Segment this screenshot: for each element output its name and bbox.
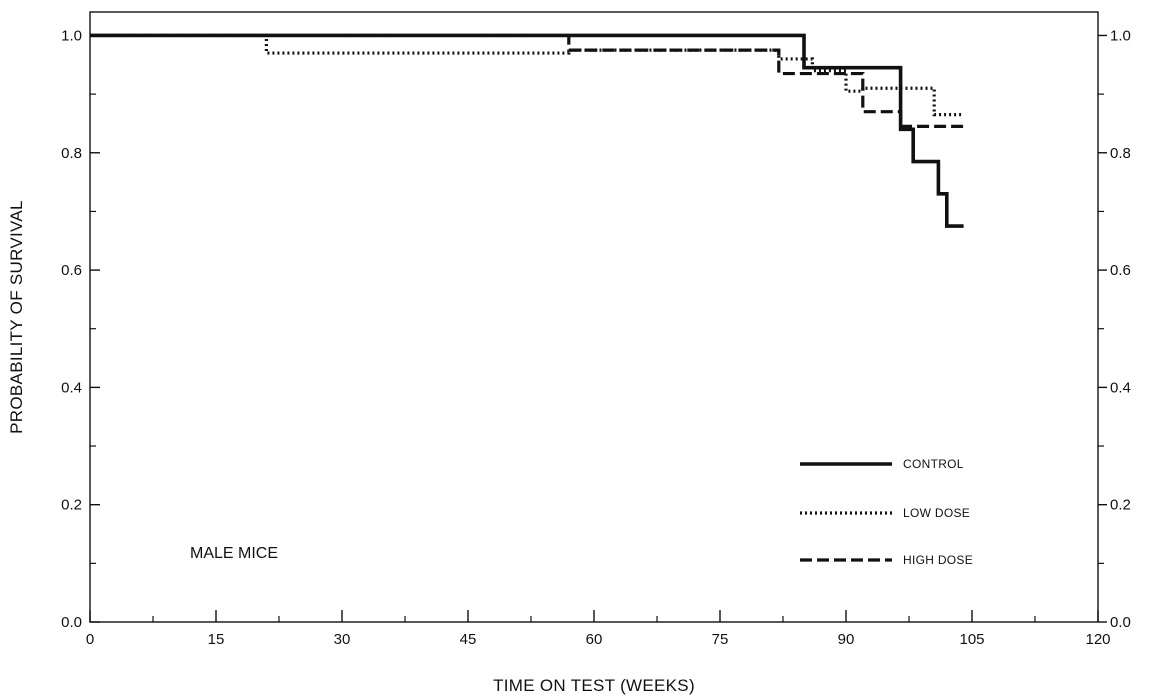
x-tick-label: 45 — [460, 631, 477, 648]
x-axis-ticks: 0 15 30 45 60 75 90 105 120 — [86, 610, 1111, 648]
y-tick-label: 0.8 — [61, 145, 82, 162]
plot-frame — [90, 12, 1098, 622]
x-tick-label: 90 — [838, 631, 855, 648]
x-tick-label: 30 — [334, 631, 351, 648]
x-tick-label: 105 — [959, 631, 984, 648]
legend-label: HIGH DOSE — [903, 553, 973, 567]
x-tick-label: 120 — [1085, 631, 1110, 648]
y-tick-label: 0.2 — [61, 497, 82, 514]
y-tick-label-right: 0.6 — [1110, 262, 1131, 279]
series-high-dose — [90, 35, 964, 126]
y-tick-label-right: 1.0 — [1110, 27, 1131, 44]
y-tick-label: 0.0 — [61, 614, 82, 631]
series-control — [90, 35, 964, 226]
y-tick-label: 1.0 — [61, 27, 82, 44]
series-layer — [90, 35, 964, 226]
y-axis-title: PROBABILITY OF SURVIVAL — [7, 200, 26, 434]
x-tick-label: 15 — [208, 631, 225, 648]
legend: CONTROL LOW DOSE HIGH DOSE — [800, 457, 973, 567]
x-tick-label: 75 — [712, 631, 729, 648]
chart-annotation: MALE MICE — [190, 545, 278, 562]
y-tick-label-right: 0.0 — [1110, 614, 1131, 631]
x-axis-title: TIME ON TEST (WEEKS) — [493, 676, 695, 695]
x-tick-label: 0 — [86, 631, 94, 648]
legend-label: LOW DOSE — [903, 506, 970, 520]
y-tick-label-right: 0.4 — [1110, 379, 1131, 396]
y-tick-label-right: 0.8 — [1110, 145, 1131, 162]
y-tick-label: 0.6 — [61, 262, 82, 279]
x-tick-label: 60 — [586, 631, 603, 648]
y-axis-ticks: 0.0 0.0 0.2 0.2 0.4 0.4 0.6 0.6 0.8 0.8 1.0 1.0 — [61, 27, 1131, 631]
legend-label: CONTROL — [903, 457, 964, 471]
y-tick-label-right: 0.2 — [1110, 497, 1131, 514]
y-tick-label: 0.4 — [61, 379, 82, 396]
series-low-dose — [90, 35, 964, 114]
